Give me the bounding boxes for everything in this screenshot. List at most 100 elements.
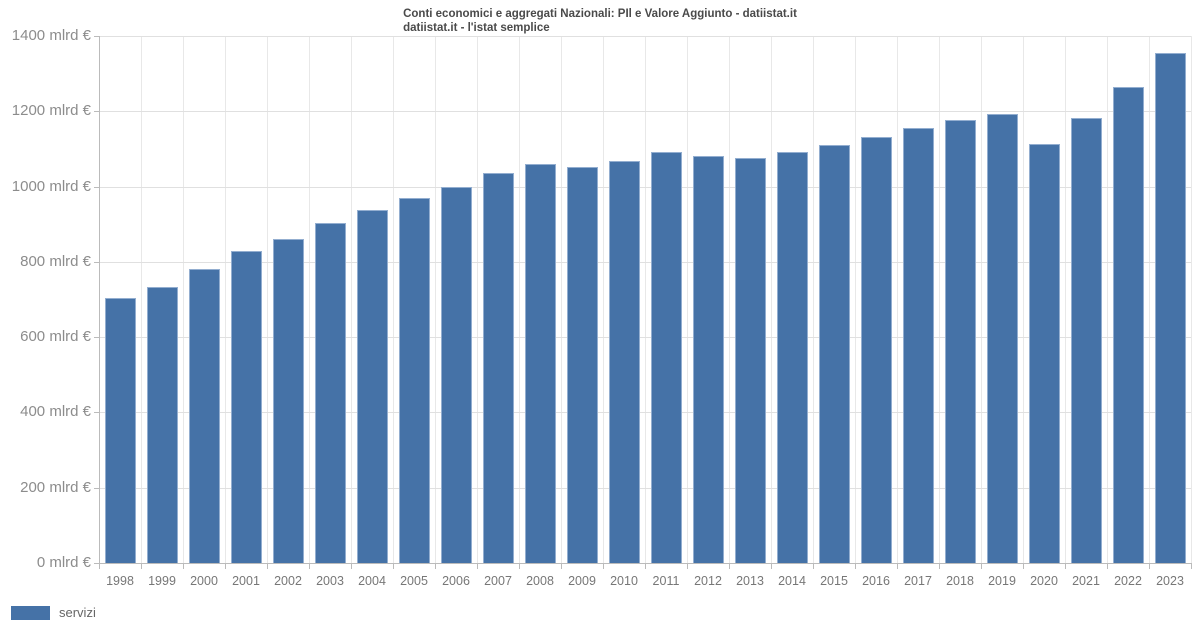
- v-gridline: [1107, 36, 1108, 563]
- x-axis-label-1999: 1999: [148, 574, 176, 588]
- chart-title-line1: Conti economici e aggregati Nazionali: P…: [403, 8, 797, 20]
- x-axis-label-2004: 2004: [358, 574, 386, 588]
- y-axis-label: 1400 mlrd €: [11, 27, 91, 44]
- x-axis-tick: [477, 564, 478, 569]
- bar-2007[interactable]: [482, 173, 514, 563]
- v-gridline: [687, 36, 688, 563]
- x-axis-tick: [1107, 564, 1108, 569]
- v-gridline: [813, 36, 814, 563]
- h-gridline: [99, 337, 1191, 339]
- x-axis-label-2000: 2000: [190, 574, 218, 588]
- bar-2001[interactable]: [230, 250, 262, 563]
- x-axis-tick: [813, 564, 814, 569]
- bar-2021[interactable]: [1070, 118, 1102, 563]
- bar-2017[interactable]: [902, 128, 934, 563]
- x-axis-label-2020: 2020: [1030, 574, 1058, 588]
- x-axis-tick: [729, 564, 730, 569]
- bar-2002[interactable]: [272, 238, 304, 563]
- x-axis-label-2014: 2014: [778, 574, 806, 588]
- bar-2010[interactable]: [608, 160, 640, 563]
- legend: servizi: [11, 605, 96, 620]
- h-gridline: [99, 261, 1191, 263]
- x-axis-tick: [393, 564, 394, 569]
- x-axis-label-2002: 2002: [274, 574, 302, 588]
- y-axis-tick: [94, 111, 99, 113]
- bar-2016[interactable]: [860, 137, 892, 563]
- bar-2014[interactable]: [776, 151, 808, 563]
- bar-1998[interactable]: [104, 297, 136, 563]
- bar-2006[interactable]: [440, 186, 472, 563]
- bar-2019[interactable]: [986, 114, 1018, 563]
- bar-2005[interactable]: [398, 197, 430, 563]
- bar-2012[interactable]: [692, 156, 724, 563]
- x-axis-tick: [351, 564, 352, 569]
- x-axis-label-2016: 2016: [862, 574, 890, 588]
- x-axis-label-2009: 2009: [568, 574, 596, 588]
- v-gridline: [1065, 36, 1066, 563]
- v-gridline: [519, 36, 520, 563]
- v-gridline: [645, 36, 646, 563]
- x-axis-tick: [1065, 564, 1066, 569]
- y-axis-tick: [94, 412, 99, 414]
- y-axis-line: [99, 36, 100, 564]
- x-axis-label-1998: 1998: [106, 574, 134, 588]
- x-axis-tick: [645, 564, 646, 569]
- h-gridline: [99, 186, 1191, 188]
- bar-2013[interactable]: [734, 158, 766, 563]
- x-axis-label-2019: 2019: [988, 574, 1016, 588]
- v-gridline: [225, 36, 226, 563]
- x-axis-tick: [771, 564, 772, 569]
- bar-2018[interactable]: [944, 119, 976, 563]
- x-axis-label-2007: 2007: [484, 574, 512, 588]
- chart-title-line2: datiistat.it - l'istat semplice: [403, 22, 550, 34]
- bar-2011[interactable]: [650, 152, 682, 563]
- bar-2003[interactable]: [314, 223, 346, 563]
- x-axis-label-2015: 2015: [820, 574, 848, 588]
- x-axis-tick: [687, 564, 688, 569]
- x-axis-label-2006: 2006: [442, 574, 470, 588]
- x-axis-tick: [183, 564, 184, 569]
- h-gridline: [99, 111, 1191, 113]
- v-gridline: [1149, 36, 1150, 563]
- x-axis-label-2005: 2005: [400, 574, 428, 588]
- x-axis-tick: [1191, 564, 1192, 569]
- v-gridline: [183, 36, 184, 563]
- x-axis-tick: [561, 564, 562, 569]
- y-axis-tick: [94, 563, 99, 564]
- x-axis-tick: [855, 564, 856, 569]
- y-axis-tick: [94, 261, 99, 263]
- h-gridline: [99, 36, 1191, 37]
- bar-2022[interactable]: [1112, 86, 1144, 563]
- v-gridline: [141, 36, 142, 563]
- x-axis-label-2010: 2010: [610, 574, 638, 588]
- bar-1999[interactable]: [146, 287, 178, 563]
- legend-label[interactable]: servizi: [59, 605, 96, 620]
- legend-swatch-servizi[interactable]: [11, 605, 50, 620]
- x-axis-label-2008: 2008: [526, 574, 554, 588]
- v-gridline: [267, 36, 268, 563]
- bar-2008[interactable]: [524, 163, 556, 563]
- v-gridline: [1191, 36, 1192, 563]
- x-axis-label-2018: 2018: [946, 574, 974, 588]
- bar-2004[interactable]: [356, 209, 388, 563]
- bar-2023[interactable]: [1154, 52, 1186, 563]
- v-gridline: [561, 36, 562, 563]
- x-axis-tick: [309, 564, 310, 569]
- bar-2000[interactable]: [188, 268, 220, 563]
- x-axis-tick: [225, 564, 226, 569]
- y-axis-tick: [94, 186, 99, 188]
- y-axis-tick: [94, 36, 99, 37]
- y-axis-label: 400 mlrd €: [20, 403, 91, 421]
- v-gridline: [351, 36, 352, 563]
- y-axis-label: 200 mlrd €: [20, 478, 91, 496]
- x-axis-tick: [435, 564, 436, 569]
- bar-2009[interactable]: [566, 166, 598, 563]
- h-gridline: [99, 487, 1191, 489]
- y-axis-label: 600 mlrd €: [20, 328, 91, 346]
- bar-2015[interactable]: [818, 145, 850, 563]
- v-gridline: [729, 36, 730, 563]
- bar-2020[interactable]: [1028, 144, 1060, 563]
- x-axis-tick: [141, 564, 142, 569]
- chart-title: Conti economici e aggregati Nazionali: P…: [403, 7, 797, 35]
